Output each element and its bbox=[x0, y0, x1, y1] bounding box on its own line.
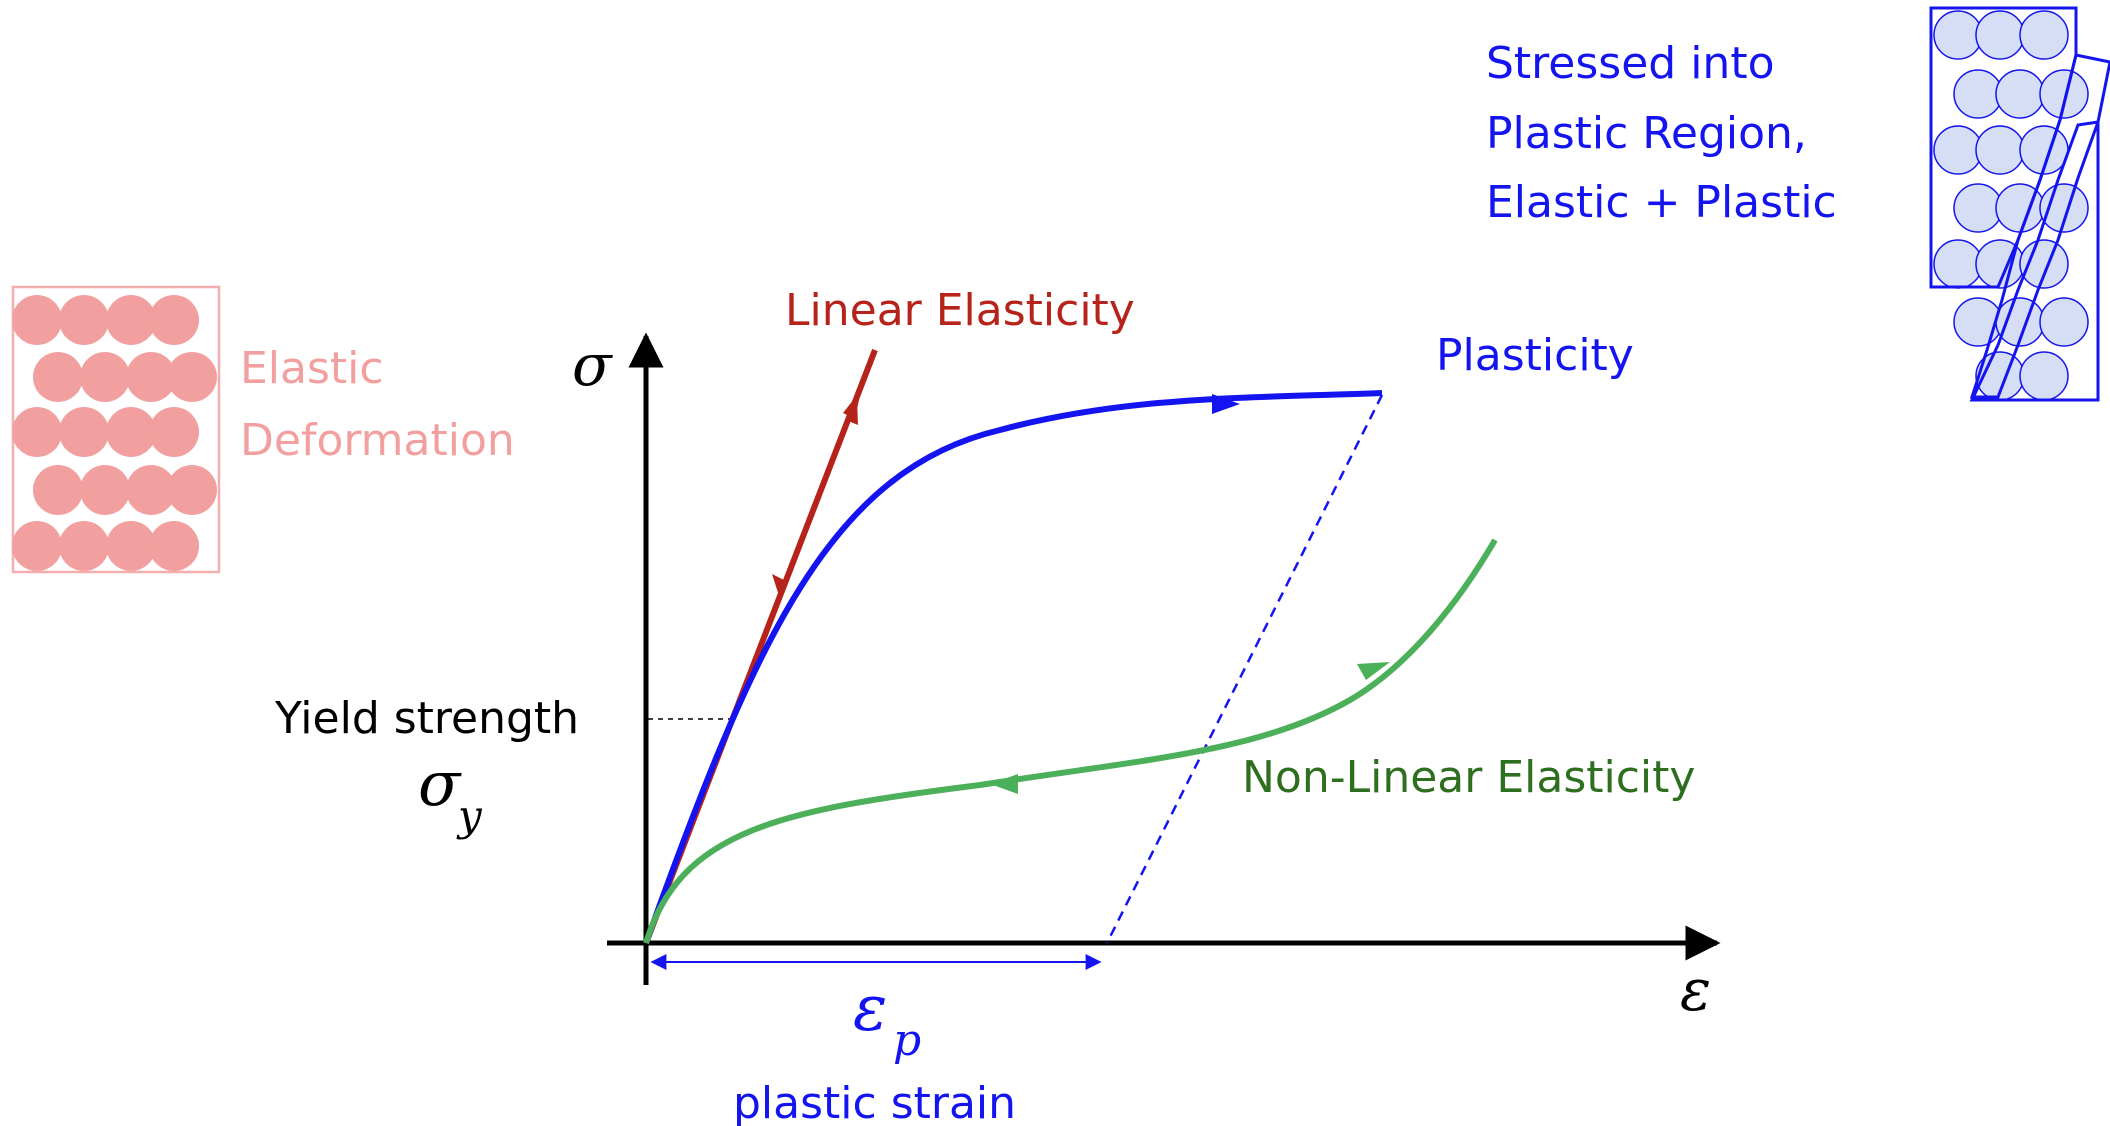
linear-elasticity-label: Linear Elasticity bbox=[785, 285, 1135, 336]
nonlinear-elasticity-label: Non-Linear Elasticity bbox=[1242, 752, 1695, 803]
stressed-label-line1: Stressed into bbox=[1486, 38, 1775, 89]
sigma-y-symbol: σ y bbox=[418, 747, 483, 840]
svg-text:σ: σ bbox=[418, 747, 462, 820]
plasticity-arrow-icon bbox=[1212, 394, 1240, 414]
plasticity-label: Plasticity bbox=[1436, 330, 1634, 381]
svg-text:y: y bbox=[456, 791, 483, 840]
stressed-label-line3: Elastic + Plastic bbox=[1486, 177, 1837, 228]
elastic-label-line2: Deformation bbox=[240, 415, 515, 466]
unloading-arrow-icon bbox=[772, 574, 784, 602]
svg-text:ε: ε bbox=[853, 972, 887, 1046]
epsilon-p-symbol: ε p bbox=[853, 972, 921, 1066]
sigma-axis-label: σ bbox=[572, 331, 613, 399]
sheared-atom-lattice-icon bbox=[1929, 6, 2110, 402]
elastic-label-line1: Elastic bbox=[240, 343, 384, 394]
plastic-strain-label: plastic strain bbox=[733, 1078, 1016, 1126]
nonlinear-unloading-arrow-icon bbox=[990, 774, 1018, 794]
elastic-atom-lattice-icon bbox=[11, 285, 221, 574]
stressed-label-line2: Plastic Region, bbox=[1486, 108, 1807, 159]
unloading-dashed-line bbox=[1105, 394, 1384, 944]
nonlinear-loading-arrow-icon bbox=[1357, 662, 1390, 680]
epsilon-axis-label: ε bbox=[1680, 956, 1711, 1024]
plasticity-curve bbox=[643, 390, 1383, 945]
svg-text:p: p bbox=[893, 1015, 921, 1066]
nonlinear-elasticity-curve bbox=[643, 538, 1498, 944]
yield-strength-label: Yield strength bbox=[274, 693, 579, 744]
